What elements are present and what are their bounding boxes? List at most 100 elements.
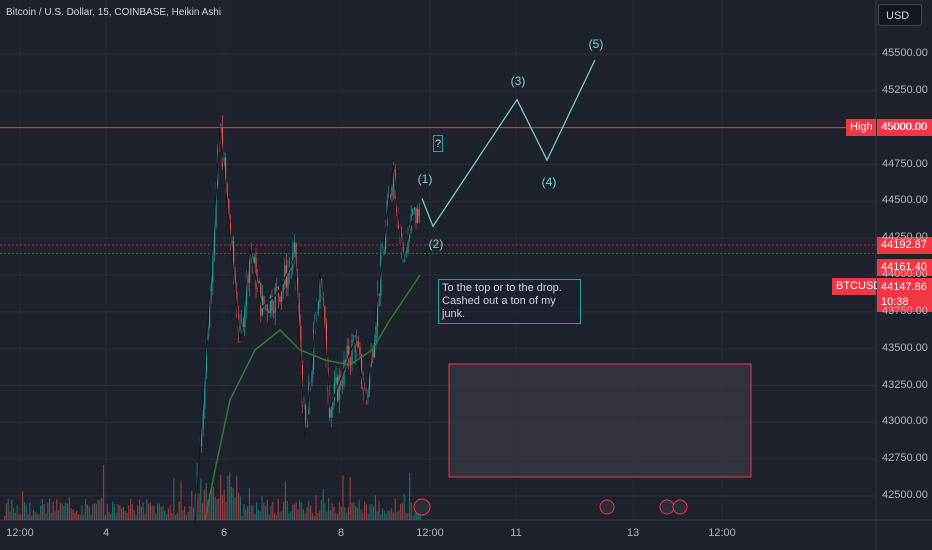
earnings-icon-3[interactable] — [672, 499, 688, 515]
volume-bar — [382, 508, 384, 520]
volume-bar — [25, 504, 27, 520]
candle-body — [383, 249, 385, 255]
volume-bar — [234, 497, 236, 520]
candle-body — [333, 383, 335, 401]
volume-bar — [90, 514, 92, 520]
volume-bar — [70, 508, 72, 520]
volume-bar — [256, 502, 258, 520]
candle-body — [225, 157, 227, 185]
volume-bar — [270, 505, 272, 520]
lightning-icon[interactable] — [413, 498, 431, 516]
projection-path[interactable] — [421, 59, 596, 228]
volume-bar — [191, 490, 193, 520]
volume-bar — [265, 505, 267, 520]
volume-bar — [364, 501, 366, 520]
volume-bar — [266, 499, 268, 520]
volume-bar — [349, 477, 351, 520]
candle-body — [271, 295, 273, 311]
volume-bar — [313, 515, 315, 520]
volume-bar — [293, 504, 295, 520]
candle-body — [293, 242, 295, 253]
event-icons[interactable] — [413, 498, 688, 516]
volume-bar — [221, 494, 223, 520]
volume-bar — [245, 509, 247, 520]
candle-body — [377, 293, 379, 327]
volume-bar — [315, 495, 317, 520]
candle-body — [372, 349, 374, 358]
volume-bar — [31, 515, 33, 520]
candle-body — [223, 157, 225, 167]
volume-bar — [297, 509, 299, 520]
candle-body — [300, 325, 302, 366]
currency-button[interactable]: USD — [878, 4, 922, 26]
volume-bar — [250, 505, 252, 520]
candle-body — [348, 346, 350, 362]
volume-bar — [27, 514, 29, 520]
question-box[interactable]: ? — [433, 135, 443, 152]
candle-body — [311, 369, 313, 383]
volume-bar — [189, 506, 191, 520]
volume-bar — [209, 493, 211, 520]
volume-bar — [396, 512, 398, 520]
volume-bar — [176, 512, 178, 520]
earnings-icon-1[interactable] — [599, 499, 615, 515]
volume-bar — [333, 506, 335, 520]
candlesticks — [199, 115, 420, 453]
volume-bar — [38, 514, 40, 520]
y-tick-label: 42750.00 — [882, 452, 928, 465]
candle-body — [373, 342, 375, 358]
volume-bar — [281, 511, 283, 520]
candle-body — [258, 280, 260, 283]
annotation-note[interactable]: To the top or to the drop. Cashed out a … — [438, 279, 581, 324]
volume-bar — [185, 515, 187, 520]
zigzag-line — [194, 127, 414, 526]
volume-bar — [252, 505, 254, 520]
volume-bar — [95, 504, 97, 520]
candle-body — [249, 254, 251, 284]
volume-bar — [16, 505, 18, 520]
volume-bar — [202, 502, 204, 520]
volume-bar — [97, 499, 99, 520]
highlight-zone[interactable] — [448, 363, 752, 478]
x-tick-label: 12:00 — [6, 527, 34, 539]
candle-body — [407, 238, 409, 253]
candle-body — [298, 303, 300, 326]
volume-bar — [288, 513, 290, 520]
volume-bar — [355, 506, 357, 520]
volume-bar — [212, 486, 214, 520]
volume-bars — [4, 462, 421, 520]
volume-bar — [362, 512, 364, 520]
y-tick-label: 45250.00 — [882, 83, 928, 96]
y-tick-label: 43750.00 — [882, 304, 928, 317]
candle-body — [319, 278, 321, 303]
volume-bar — [133, 510, 135, 520]
candle-body — [233, 241, 235, 274]
volume-bar — [274, 513, 276, 520]
volume-bar — [290, 511, 292, 520]
candle-body — [234, 273, 236, 292]
volume-bar — [218, 498, 220, 520]
volume-bar — [329, 510, 331, 520]
volume-bar — [169, 504, 171, 520]
earnings-icon-2[interactable] — [659, 499, 675, 515]
volume-bar — [103, 465, 105, 520]
volume-bar — [140, 506, 142, 520]
volume-bar — [391, 508, 393, 520]
y-tick-label: 43000.00 — [882, 415, 928, 428]
volume-bar — [324, 503, 326, 520]
volume-bar — [306, 507, 308, 520]
x-tick-label: 13 — [626, 527, 640, 539]
volume-bar — [311, 512, 313, 520]
wave-label: (2) — [428, 237, 444, 251]
volume-bar — [29, 502, 31, 520]
volume-bar — [108, 512, 110, 520]
candle-body — [244, 305, 246, 328]
volume-bar — [110, 513, 112, 520]
last-price: 44147.86 — [881, 281, 927, 293]
x-tick-label: 11 — [510, 527, 522, 539]
moving-average — [204, 274, 421, 521]
candle-body — [242, 318, 244, 328]
volume-bar — [45, 513, 47, 520]
volume-bar — [263, 502, 265, 520]
